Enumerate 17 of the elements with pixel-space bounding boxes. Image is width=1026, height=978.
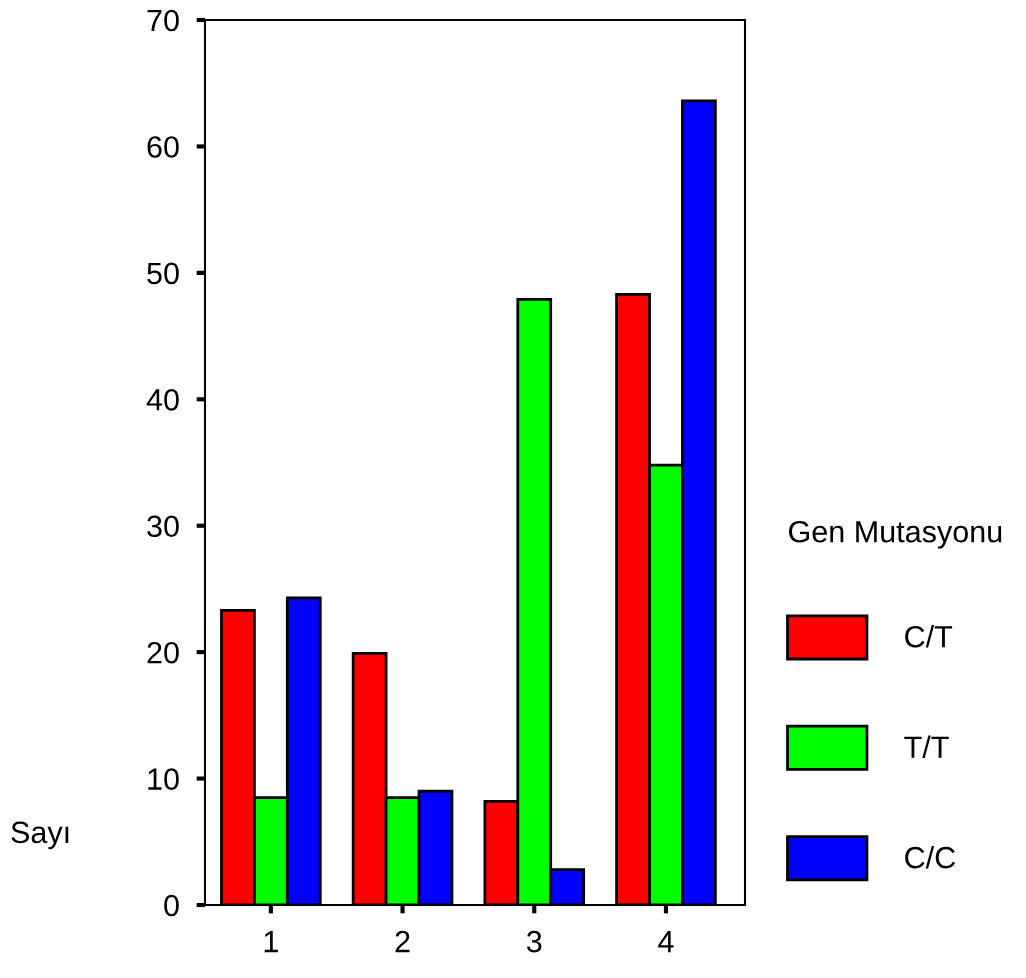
- x-tick-label: 2: [395, 930, 410, 953]
- y-tick-label: 40: [146, 389, 179, 411]
- legend-title: Gen Mutasyonu: [789, 520, 1002, 549]
- x-tick-label: 1: [264, 931, 278, 953]
- y-tick-label: 30: [147, 515, 179, 538]
- x-tick-label: 4: [658, 931, 674, 953]
- y-axis-title: Sayı: [11, 821, 69, 850]
- y-tick-label: 10: [148, 768, 179, 790]
- y-tick-label: 70: [147, 9, 179, 32]
- legend-label: C/T: [905, 625, 953, 648]
- legend-label: C/C: [905, 846, 956, 869]
- x-tick-label: 3: [526, 930, 542, 953]
- y-tick-label: 0: [164, 894, 179, 917]
- y-tick-label: 60: [147, 136, 179, 158]
- y-tick-label: 50: [147, 262, 179, 285]
- legend-label: T/T: [904, 735, 949, 759]
- y-tick-label: 20: [147, 641, 179, 664]
